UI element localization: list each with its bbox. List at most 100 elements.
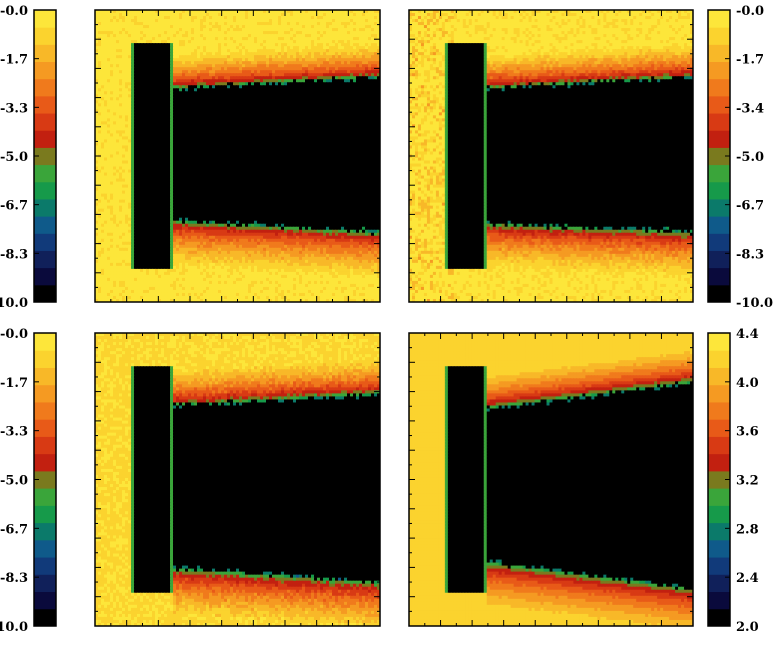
heatmap-cell <box>320 46 324 50</box>
heatmap-cell <box>116 118 120 122</box>
heatmap-cell <box>113 28 117 32</box>
heatmap-cell <box>137 112 141 116</box>
heatmap-cell <box>299 148 303 153</box>
heatmap-cell <box>287 46 291 50</box>
heatmap-cell <box>182 61 186 65</box>
heatmap-cell <box>311 64 315 68</box>
heatmap-cell <box>245 154 249 159</box>
heatmap-cell <box>368 55 372 59</box>
heatmap-cell <box>245 139 249 144</box>
heatmap-cell <box>350 79 354 83</box>
heatmap-cell <box>287 163 291 168</box>
heatmap-cell <box>272 22 276 26</box>
heatmap-cell <box>290 46 294 50</box>
heatmap-cell <box>326 136 330 141</box>
heatmap-cell <box>335 106 339 110</box>
heatmap-cell <box>215 82 219 86</box>
heatmap-cell <box>377 13 380 17</box>
heatmap-cell <box>224 91 228 95</box>
heatmap-cell <box>146 139 150 144</box>
heatmap-cell <box>326 124 330 128</box>
heatmap-cell <box>158 16 162 20</box>
heatmap-cell <box>101 64 105 68</box>
heatmap-cell <box>194 76 198 80</box>
heatmap-cell <box>257 22 261 26</box>
heatmap-cell <box>179 88 183 92</box>
heatmap-cell <box>278 112 282 116</box>
heatmap-cell <box>326 160 330 165</box>
heatmap-cell <box>167 103 171 107</box>
heatmap-cell <box>194 163 198 168</box>
heatmap-cell <box>248 88 252 92</box>
heatmap-cell <box>287 55 291 59</box>
heatmap-cell <box>245 166 249 171</box>
heatmap-cell <box>227 40 231 44</box>
heatmap-cell <box>353 82 357 86</box>
heatmap-cell <box>134 25 138 29</box>
heatmap-cell <box>317 73 321 77</box>
heatmap-cell <box>371 157 375 162</box>
heatmap-cell <box>191 37 195 41</box>
heatmap-cell <box>212 145 216 150</box>
heatmap-cell <box>113 124 117 128</box>
heatmap-cell <box>191 22 195 26</box>
heatmap-cell <box>338 112 342 116</box>
heatmap-cell <box>128 100 132 104</box>
heatmap-cell <box>350 160 354 165</box>
heatmap-cell <box>125 115 129 119</box>
heatmap-cell <box>173 16 177 20</box>
heatmap-cell <box>302 133 306 138</box>
heatmap-cell <box>266 115 270 119</box>
heatmap-cell <box>344 40 348 44</box>
heatmap-cell <box>251 121 255 125</box>
heatmap-cell <box>209 37 213 41</box>
heatmap-cell <box>122 10 126 14</box>
heatmap-cell <box>140 13 144 17</box>
heatmap-cell <box>269 118 273 122</box>
heatmap-cell <box>215 160 219 165</box>
heatmap-cell <box>350 100 354 104</box>
heatmap-cell <box>236 40 240 44</box>
heatmap-cell <box>374 121 378 125</box>
heatmap-cell <box>215 43 219 47</box>
heatmap-cell <box>98 148 102 153</box>
heatmap-cell <box>254 100 258 104</box>
heatmap-cell <box>221 88 225 92</box>
heatmap-cell <box>329 40 333 44</box>
heatmap-cell <box>287 133 291 138</box>
heatmap-cell <box>167 55 171 59</box>
heatmap-cell <box>344 97 348 101</box>
heatmap-cell <box>266 145 270 150</box>
heatmap-cell <box>329 13 333 17</box>
heatmap-cell <box>197 148 201 153</box>
heatmap-cell <box>266 133 270 138</box>
heatmap-cell <box>140 55 144 59</box>
heatmap-cell <box>290 16 294 20</box>
heatmap-cell <box>140 160 144 165</box>
heatmap-cell <box>314 106 318 110</box>
heatmap-cell <box>209 22 213 26</box>
heatmap-cell <box>212 133 216 138</box>
heatmap-cell <box>236 46 240 50</box>
heatmap-cell <box>242 34 246 38</box>
heatmap-cell <box>203 31 207 35</box>
heatmap-cell <box>203 154 207 159</box>
heatmap-cell <box>374 76 378 80</box>
heatmap-cell <box>221 34 225 38</box>
heatmap-cell <box>278 43 282 47</box>
heatmap-cell <box>197 130 201 135</box>
heatmap-cell <box>134 16 138 20</box>
heatmap-cell <box>296 157 300 162</box>
heatmap-cell <box>326 100 330 104</box>
heatmap-cell <box>365 67 369 71</box>
heatmap-cell <box>119 103 123 107</box>
heatmap-cell <box>350 16 354 20</box>
heatmap-cell <box>125 25 129 29</box>
heatmap-cell <box>215 13 219 17</box>
heatmap-cell <box>116 46 120 50</box>
heatmap-cell <box>224 67 228 71</box>
heatmap-cell <box>287 157 291 162</box>
heatmap-cell <box>161 166 165 171</box>
heatmap-cell <box>305 52 309 56</box>
heatmap-cell <box>146 91 150 95</box>
